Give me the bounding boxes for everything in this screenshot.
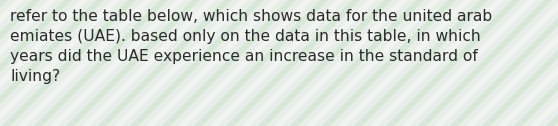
Polygon shape: [0, 0, 56, 126]
Polygon shape: [370, 0, 504, 126]
Polygon shape: [530, 0, 558, 126]
Polygon shape: [514, 0, 558, 126]
Polygon shape: [386, 0, 520, 126]
Polygon shape: [274, 0, 408, 126]
Polygon shape: [546, 0, 558, 126]
Polygon shape: [258, 0, 392, 126]
Polygon shape: [34, 0, 168, 126]
Polygon shape: [498, 0, 558, 126]
Polygon shape: [18, 0, 152, 126]
Polygon shape: [402, 0, 536, 126]
Polygon shape: [0, 0, 72, 126]
Polygon shape: [82, 0, 216, 126]
Polygon shape: [226, 0, 360, 126]
Polygon shape: [0, 0, 8, 126]
Polygon shape: [178, 0, 312, 126]
Polygon shape: [466, 0, 558, 126]
Polygon shape: [0, 0, 40, 126]
Polygon shape: [194, 0, 328, 126]
Polygon shape: [0, 0, 88, 126]
Polygon shape: [418, 0, 552, 126]
Polygon shape: [130, 0, 264, 126]
Polygon shape: [338, 0, 472, 126]
Polygon shape: [354, 0, 488, 126]
Polygon shape: [306, 0, 440, 126]
Polygon shape: [0, 0, 120, 126]
Polygon shape: [0, 0, 104, 126]
Polygon shape: [2, 0, 136, 126]
Polygon shape: [242, 0, 376, 126]
Polygon shape: [0, 0, 24, 126]
Polygon shape: [322, 0, 456, 126]
Polygon shape: [210, 0, 344, 126]
Polygon shape: [482, 0, 558, 126]
Text: refer to the table below, which shows data for the united arab
emiates (UAE). ba: refer to the table below, which shows da…: [10, 9, 492, 84]
Polygon shape: [50, 0, 184, 126]
Polygon shape: [450, 0, 558, 126]
Polygon shape: [66, 0, 200, 126]
Polygon shape: [434, 0, 558, 126]
Polygon shape: [290, 0, 424, 126]
Polygon shape: [98, 0, 232, 126]
Polygon shape: [146, 0, 280, 126]
Polygon shape: [114, 0, 248, 126]
Polygon shape: [162, 0, 296, 126]
